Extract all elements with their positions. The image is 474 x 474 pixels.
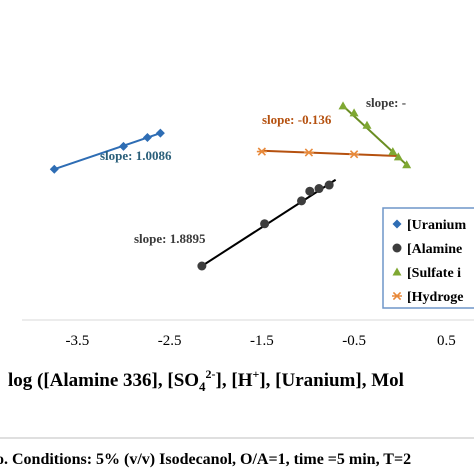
diamond-point — [49, 164, 59, 174]
x-tick-labels: 5-3.5-2.5-1.5-0.50.5 — [65, 333, 456, 349]
circle-point — [305, 186, 315, 196]
fit-lines — [53, 105, 408, 267]
slope-label: slope: - — [366, 95, 406, 110]
slope-label: slope: -0.136 — [262, 112, 332, 127]
legend: [Uranium [Alamine [Sulfate i [Hydroge — [382, 207, 474, 309]
triangle-point — [388, 147, 398, 156]
legend-label: [Alamine — [407, 242, 462, 257]
legend-label: [Uranium — [407, 218, 466, 233]
slope-annotations: slope: 1.0086 slope: 1.8895 slope: - slope:… — [100, 95, 406, 246]
star-point — [349, 150, 360, 159]
x-tick-label: -3.5 — [65, 333, 89, 349]
triangle-point — [338, 101, 348, 110]
slope-label: slope: 1.8895 — [134, 231, 206, 246]
legend-marker-circle — [392, 243, 402, 253]
conditions-note: o. Conditions: 5% (v/v) Isodecanol, O/A=… — [0, 451, 411, 468]
diamond-point — [155, 128, 165, 138]
star-point — [303, 148, 314, 157]
triangle-point — [362, 120, 372, 129]
x-tick-label: 0.5 — [437, 333, 456, 349]
star-point — [256, 147, 267, 156]
circle-point — [260, 219, 270, 229]
legend-marker-triangle — [392, 267, 402, 276]
legend-label: [Hydroge — [407, 290, 464, 305]
x-tick-label: -2.5 — [158, 333, 182, 349]
legend-marker-star — [392, 291, 402, 301]
legend-label: [Sulfate i — [407, 266, 461, 281]
circle-point — [324, 180, 334, 190]
circle-point — [314, 184, 324, 194]
diamond-point — [142, 133, 152, 143]
data-points — [49, 101, 412, 271]
x-tick-label: -1.5 — [250, 333, 274, 349]
x-axis-label: log ([Alamine 336], [SO42-], [H+], [Uran… — [8, 367, 404, 394]
triangle-point — [349, 108, 359, 117]
circle-point — [297, 196, 307, 206]
x-tick-label: -0.5 — [342, 333, 366, 349]
triangle-point — [402, 160, 412, 169]
fit-line — [261, 149, 399, 157]
slope-label: slope: 1.0086 — [100, 148, 172, 163]
circle-point — [197, 261, 207, 271]
diamond-point — [118, 141, 128, 151]
legend-marker-diamond — [392, 219, 402, 229]
triangle-point — [393, 152, 403, 161]
